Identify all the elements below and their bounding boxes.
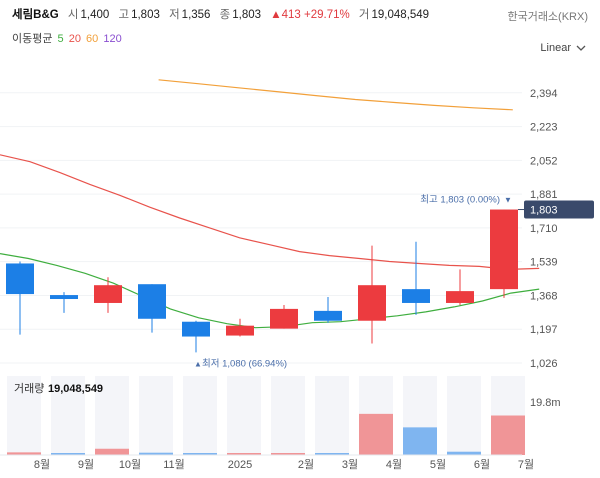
current-price-box — [524, 200, 594, 219]
volume-column-bg — [447, 376, 481, 455]
high-value: 1,803 — [131, 9, 160, 21]
volume-total: 19,048,549 — [48, 383, 103, 395]
candle-body — [50, 295, 78, 300]
quote-header: 세림B&G 시 1,400 고 1,803 저 1,356 종 1,803 ▲413 +… — [12, 6, 435, 22]
current-price-label: 1,803 — [530, 205, 558, 217]
high-label: 고 — [118, 9, 130, 21]
ma-period-20: 20 — [68, 33, 81, 45]
volume-bar — [359, 413, 393, 455]
y-tick-label: 1,197 — [530, 324, 558, 336]
candle-body — [182, 321, 210, 337]
open-value: 1,400 — [80, 9, 110, 21]
x-tick-label: 9월 — [78, 458, 94, 471]
chevron-down-icon — [576, 45, 586, 51]
candle-body — [270, 308, 298, 329]
scale-toggle[interactable]: Linear — [540, 42, 586, 54]
close-value: 1,803 — [232, 9, 262, 21]
candle-body — [314, 310, 342, 321]
volume-label: 거 — [358, 9, 370, 21]
volume-bar — [51, 453, 85, 455]
y-tick-label: 2,394 — [530, 88, 558, 100]
volume-column-bg — [315, 376, 349, 455]
volume-bar — [183, 453, 217, 455]
x-tick-label: 2월 — [298, 458, 314, 471]
volume-value: 19,048,549 — [371, 9, 430, 21]
volume-bar — [139, 452, 173, 455]
candle-body — [138, 284, 166, 319]
open-label: 시 — [67, 9, 79, 21]
close-label: 종 — [219, 9, 231, 21]
high-annotation-arrow: ▼ — [504, 196, 512, 205]
volume-column-bg — [227, 376, 261, 455]
y-tick-label: 1,710 — [530, 223, 558, 235]
stock-name: 세림B&G — [12, 9, 59, 21]
volume-scale-label: 19.8m — [530, 397, 561, 409]
low-label: 저 — [169, 9, 180, 21]
volume-bar — [271, 453, 305, 455]
volume-column-bg — [95, 376, 129, 455]
price-change: ▲413 +29.71% — [270, 9, 350, 21]
scale-label: Linear — [540, 42, 571, 54]
volume-bar — [315, 453, 349, 455]
candle-body — [490, 209, 518, 290]
x-tick-label: 3월 — [342, 458, 358, 471]
y-tick-label: 1,368 — [530, 290, 558, 302]
x-tick-label: 4월 — [386, 458, 402, 471]
volume-column-bg — [139, 376, 173, 455]
ma20-line — [0, 154, 540, 271]
x-tick-label: 11월 — [163, 458, 185, 471]
x-tick-label: 6월 — [474, 458, 490, 471]
low-value: 1,356 — [181, 9, 211, 21]
x-tick-label: 8월 — [34, 458, 50, 471]
candle-body — [6, 263, 34, 295]
y-tick-label: 1,026 — [530, 358, 558, 370]
x-tick-label: 5월 — [430, 458, 446, 471]
y-tick-label: 1,539 — [530, 257, 558, 269]
candle-body — [358, 285, 386, 321]
volume-bar — [491, 415, 525, 455]
moving-average-label: 이동평균 — [12, 33, 53, 45]
candle-body — [226, 325, 254, 336]
x-tick-label: 10월 — [119, 458, 141, 471]
y-tick-label: 2,052 — [530, 155, 558, 167]
candle-body — [402, 289, 430, 303]
ma-period-60: 60 — [86, 33, 99, 45]
volume-bar — [227, 453, 261, 455]
volume-bar — [447, 451, 481, 455]
high-annotation-label: 최고 1,803 (0.00%) — [420, 195, 500, 206]
candle-body — [446, 291, 474, 303]
volume-bar — [403, 427, 437, 455]
ma5-line — [0, 253, 540, 329]
moving-average-legend[interactable]: 이동평균 5 20 60 120 — [12, 30, 124, 46]
x-tick-label: 2025 — [228, 459, 252, 471]
low-annotation-arrow: ▲ — [194, 359, 202, 368]
x-tick-label: 7월 — [518, 458, 534, 471]
ma-period-5: 5 — [57, 33, 64, 45]
volume-column-bg — [271, 376, 305, 455]
volume-bar — [95, 448, 129, 455]
volume-column-bg — [7, 376, 41, 455]
ma-period-120: 120 — [103, 33, 122, 45]
candle-body — [94, 285, 122, 303]
exchange-name: 한국거래소(KRX) — [507, 11, 588, 23]
volume-bar — [7, 452, 41, 455]
volume-column-bg — [51, 376, 85, 455]
y-tick-label: 2,223 — [530, 122, 558, 134]
low-annotation-label: 최저 1,080 (66.94%) — [202, 358, 287, 369]
ma60-line — [158, 79, 513, 111]
volume-title: 거래량 — [14, 382, 44, 395]
y-tick-label: 1,881 — [530, 189, 558, 201]
volume-column-bg — [183, 376, 217, 455]
